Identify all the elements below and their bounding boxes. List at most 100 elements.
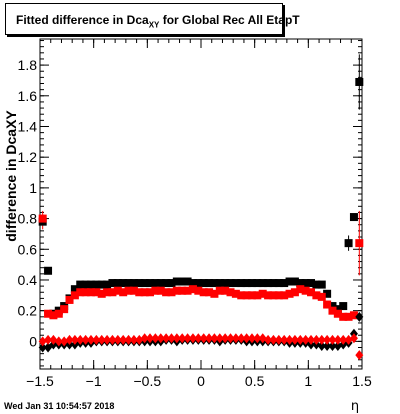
series-1-point	[65, 295, 74, 304]
series-1-point	[54, 309, 63, 318]
series-1-point	[140, 288, 149, 297]
series-0-point	[199, 279, 208, 288]
series-0-point	[349, 213, 358, 222]
error-bars	[42, 54, 360, 276]
series-3-point	[124, 334, 133, 345]
series-3-point	[172, 333, 181, 344]
series-1-point	[258, 289, 267, 298]
series-0-point	[86, 280, 95, 289]
series-1-point	[97, 289, 106, 298]
series-3-point	[60, 336, 69, 347]
series-1-point	[205, 288, 214, 297]
series-2-point	[317, 340, 326, 351]
series-0-point	[323, 289, 332, 298]
series-1-point	[103, 288, 112, 297]
series-1-point	[129, 286, 138, 295]
x-tick-label: 0.5	[245, 373, 265, 389]
series-1-point	[38, 214, 47, 223]
series-0-point	[194, 279, 203, 288]
series-1-point	[119, 288, 128, 297]
series-0-point	[344, 239, 353, 248]
series-0-point	[97, 280, 106, 289]
series-3-point	[349, 333, 358, 344]
series-1-point	[113, 286, 122, 295]
series-3-point	[290, 334, 299, 345]
series-3-point	[44, 334, 53, 345]
series-3-point	[199, 333, 208, 344]
series-0-point	[253, 279, 262, 288]
series-3-point	[151, 333, 160, 344]
series-0-point	[210, 279, 219, 288]
series-1-point	[242, 291, 251, 300]
series-0-point	[129, 279, 138, 288]
series-1-point	[215, 286, 224, 295]
series-3-point	[231, 333, 240, 344]
series-1-point	[156, 286, 165, 295]
x-tick-label: −0.5	[134, 373, 162, 389]
series-1-point	[194, 286, 203, 295]
series-0-point	[242, 279, 251, 288]
series-1-point	[285, 289, 294, 298]
y-tick-label: 1.6	[18, 88, 38, 104]
series-3-point	[317, 334, 326, 345]
series-3-point	[140, 333, 149, 344]
series-2-point	[328, 340, 337, 351]
series-1-point	[151, 286, 160, 295]
series-0-point	[328, 302, 337, 311]
series-3-point	[86, 334, 95, 345]
series-0-point	[119, 279, 128, 288]
series-0-point	[183, 277, 192, 286]
series-0-point	[355, 77, 364, 86]
series-0-point	[178, 277, 187, 286]
series-1-point	[76, 288, 85, 297]
series-0-point	[312, 280, 321, 289]
y-axis-label: difference in DcaXY	[3, 110, 19, 242]
series-3-point	[70, 334, 79, 345]
series-1-point	[301, 286, 310, 295]
series-3-point	[178, 333, 187, 344]
series-0-point	[237, 279, 246, 288]
series-0-point	[81, 280, 90, 289]
series-3-point	[205, 333, 214, 344]
series-3-point	[97, 334, 106, 345]
series-3-point	[296, 334, 305, 345]
y-tick-label: 0	[29, 333, 37, 349]
series-3-point	[264, 334, 273, 345]
chart-title-box: Fitted difference in DcaXY for Global Re…	[5, 3, 300, 35]
series-1-point	[92, 288, 101, 297]
series-0-point	[135, 279, 144, 288]
series-0-point	[76, 280, 85, 289]
y-tick-label: 0.2	[18, 303, 38, 319]
series-3-point	[210, 333, 219, 344]
series-0-point	[333, 305, 342, 314]
series-1-point	[264, 291, 273, 300]
series-1-point	[317, 292, 326, 301]
series-1-point	[146, 288, 155, 297]
series-0-point	[205, 279, 214, 288]
series-3-point	[146, 333, 155, 344]
timestamp: Wed Jan 31 10:54:57 2018	[4, 401, 115, 411]
series-2-point	[38, 342, 47, 353]
y-tick-label: 0.6	[18, 241, 38, 257]
series-0-point	[296, 279, 305, 288]
series-0-point	[231, 279, 240, 288]
series-3-point	[333, 334, 342, 345]
series-3-point	[129, 334, 138, 345]
series-3-point	[221, 333, 230, 344]
x-tick-label: 1	[304, 373, 312, 389]
series-1-point	[178, 286, 187, 295]
series-2-point	[323, 340, 332, 351]
series-1-point	[344, 312, 353, 321]
series-1-point	[49, 311, 58, 320]
series-3-point	[65, 334, 74, 345]
series-1-point	[221, 286, 230, 295]
series-0-point	[274, 279, 283, 288]
series-3-point	[307, 334, 316, 345]
data-points	[38, 77, 364, 361]
series-1-point	[290, 288, 299, 297]
series-1-point	[70, 291, 79, 300]
y-tick-label: 1.4	[18, 118, 38, 134]
series-3-point	[162, 333, 171, 344]
series-1-point	[247, 291, 256, 300]
